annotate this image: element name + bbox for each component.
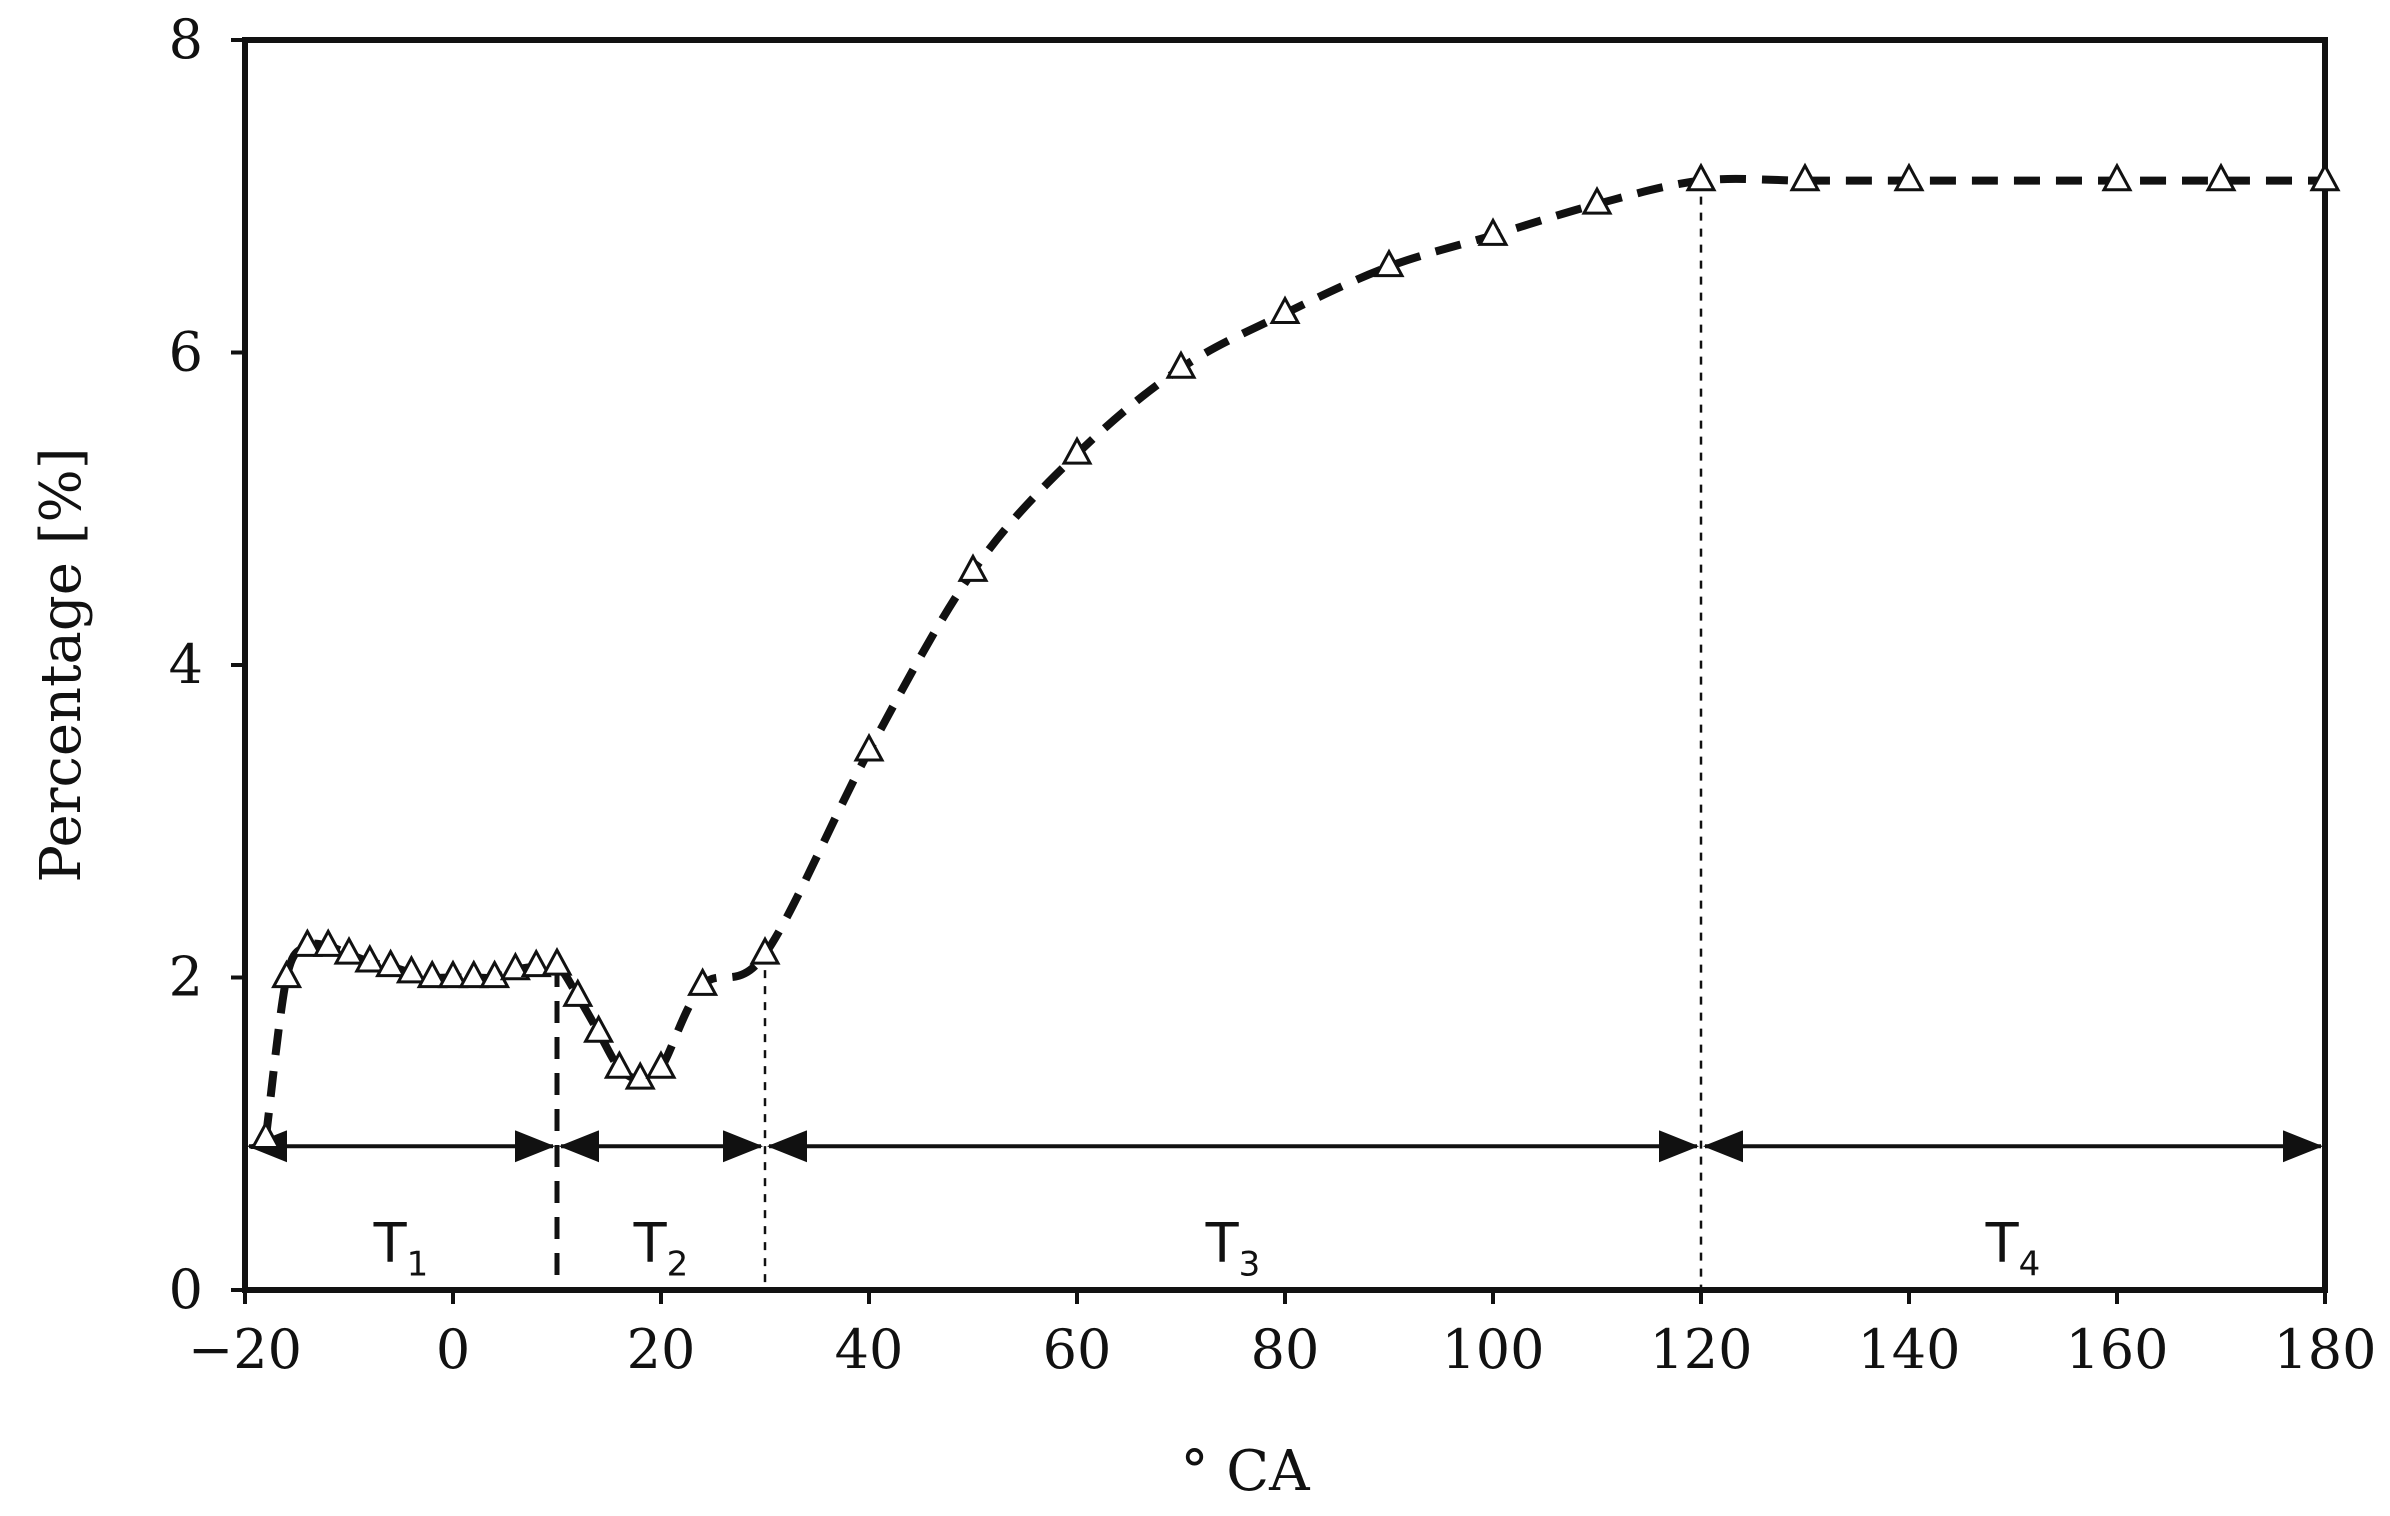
x-tick-label: 0 xyxy=(436,1318,470,1381)
x-tick-label: 60 xyxy=(1043,1318,1112,1381)
data-point-triangle xyxy=(562,978,594,1007)
data-point-triangle xyxy=(687,967,719,996)
data-point-triangle xyxy=(520,948,552,978)
data-point-triangle xyxy=(333,936,365,965)
x-tick-label: 100 xyxy=(1441,1318,1544,1381)
x-tick-label: 160 xyxy=(2065,1318,2168,1381)
phase-annotations: T1 T2 T3 T4 xyxy=(247,1130,2323,1284)
y-axis-title: Percentage [%] xyxy=(29,447,94,882)
y-tick-label: 2 xyxy=(169,946,203,1009)
data-point-triangle xyxy=(1373,248,1405,278)
data-point-triangle xyxy=(1061,436,1093,465)
y-axis-ticks: 0 2 4 6 8 xyxy=(169,8,245,1321)
data-point-triangle xyxy=(271,959,303,989)
data-point-triangle xyxy=(1893,162,1925,192)
x-axis-title: ° CA xyxy=(1180,1439,1310,1504)
data-point-triangle xyxy=(645,1050,677,1079)
x-tick-label: 20 xyxy=(627,1318,696,1381)
data-point-triangle xyxy=(2205,162,2237,192)
y-tick-label: 0 xyxy=(169,1258,203,1321)
x-tick-label: 40 xyxy=(835,1318,904,1381)
data-point-triangle xyxy=(1165,350,1197,379)
phase-label: T3 xyxy=(1205,1211,1261,1284)
phase-label: T1 xyxy=(373,1211,429,1284)
x-tick-label: 80 xyxy=(1251,1318,1320,1381)
x-axis-ticks: −20 0 20 40 60 80 100 120 140 160 180 xyxy=(188,1290,2377,1381)
y-tick-label: 8 xyxy=(169,8,203,71)
data-point-triangle xyxy=(541,946,573,976)
data-point-triangle xyxy=(499,951,531,981)
data-point-triangle xyxy=(250,1120,282,1150)
series xyxy=(250,162,2341,1150)
vertical-markers xyxy=(554,180,1703,1290)
y-tick-label: 4 xyxy=(169,633,203,696)
x-tick-label: 120 xyxy=(1649,1318,1752,1381)
data-point-triangle xyxy=(1789,162,1821,192)
data-point-triangle xyxy=(603,1050,635,1079)
data-point-triangle xyxy=(291,928,323,957)
data-point-triangle xyxy=(312,928,344,957)
y-tick-label: 6 xyxy=(169,321,203,384)
data-point-triangle xyxy=(395,954,427,984)
data-point-triangle xyxy=(437,959,469,989)
data-point-triangle xyxy=(1477,217,1509,246)
data-point-triangle xyxy=(2309,162,2341,192)
data-point-triangle xyxy=(1685,162,1717,192)
data-point-triangle xyxy=(354,943,386,973)
data-point-triangle xyxy=(624,1061,656,1090)
x-tick-label: 180 xyxy=(2273,1318,2376,1381)
data-point-triangle xyxy=(957,553,989,582)
x-tick-label: 140 xyxy=(1857,1318,1960,1381)
data-point-triangle xyxy=(416,959,448,989)
data-point-triangle xyxy=(458,959,490,989)
data-point-triangle xyxy=(1269,295,1301,325)
data-point-triangle xyxy=(375,948,407,978)
data-point-triangle xyxy=(1581,186,1613,215)
phase-label: T4 xyxy=(1985,1211,2041,1284)
x-tick-label: −20 xyxy=(188,1318,302,1381)
phase-label: T2 xyxy=(633,1211,689,1284)
data-point-triangle xyxy=(853,732,885,762)
plot-frame xyxy=(242,37,2328,1293)
data-point-triangle xyxy=(479,959,511,989)
data-point-triangle xyxy=(2101,162,2133,192)
data-point-triangle xyxy=(583,1014,615,1043)
data-point-triangle xyxy=(749,936,781,965)
